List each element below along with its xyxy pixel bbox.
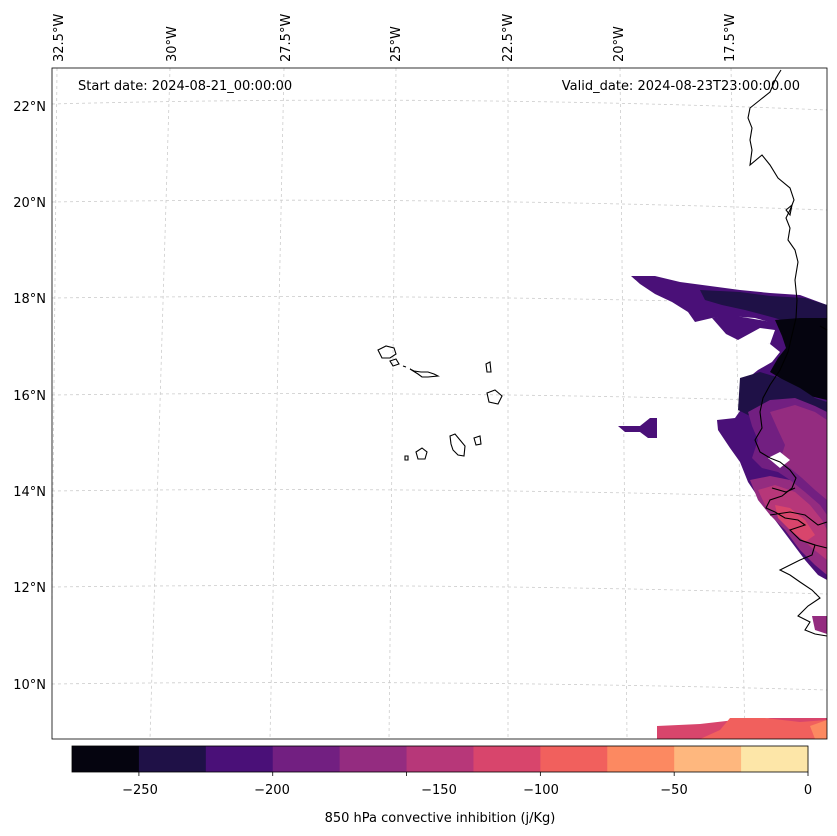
contour-salmon [775, 505, 815, 542]
island-santo-antao [377, 345, 397, 359]
lat-label-22n: 22°N [13, 100, 46, 115]
lat-label-20n: 20°N [13, 196, 46, 211]
colorbar-segment [205, 746, 274, 772]
cin-contours [618, 276, 827, 739]
map-frame [51, 67, 828, 740]
colorbar: −150 −250 −200 −100 −50 0 850 hPa convec… [71, 745, 812, 826]
island-santa-luzia [402, 365, 407, 368]
cabo-verde-islands [377, 345, 503, 461]
island-sao-nicolau [409, 368, 440, 378]
african-coastline [747, 69, 828, 637]
colorbar-segment [473, 746, 541, 772]
colorbar-segment [406, 746, 474, 772]
colorbar-segment [540, 746, 608, 772]
valid-date-label: Valid_date: 2024-08-23T23:00:00.00 [562, 79, 800, 94]
island-fogo [415, 447, 428, 460]
colorbar-segment [72, 746, 140, 772]
contour-south-strip-light [810, 720, 827, 739]
contour-magenta [770, 405, 827, 500]
island-santiago [449, 433, 466, 457]
island-maio [473, 435, 482, 446]
contour-coastal-dark [770, 318, 827, 400]
contour-cutout [738, 328, 775, 344]
island-sao-vicente [389, 358, 400, 367]
cb-tick-label-minus-100: −100 [523, 783, 559, 798]
cb-tick-label-minus-250: −250 [122, 783, 158, 798]
colorbar-segment [607, 746, 675, 772]
lat-label-16n: 16°N [13, 389, 46, 404]
lon-label-30w: 30°W [165, 26, 180, 62]
contour-small-southeast [812, 616, 827, 634]
lon-label-22-5w: 22.5°W [501, 14, 516, 62]
graticule [51, 67, 828, 740]
colorbar-segments [72, 746, 809, 772]
cb-tick-label-minus-200: −200 [254, 783, 290, 798]
cb-tick-label-0: 0 [804, 783, 812, 798]
island-sal [485, 361, 492, 373]
colorbar-frame [71, 745, 809, 773]
colorbar-segment [339, 746, 408, 772]
map-area [52, 68, 827, 739]
contour-south-strip-top [700, 718, 827, 739]
lat-label-10n: 10°N [13, 678, 46, 693]
lat-label-14n: 14°N [13, 485, 46, 500]
colorbar-label: 850 hPa convective inhibition (j/Kg) [325, 811, 556, 826]
colorbar-segment [674, 746, 742, 772]
island-brava [404, 455, 409, 461]
lon-label-32-5w: 32.5°W [52, 14, 67, 62]
colorbar-segment [741, 746, 809, 772]
lon-label-20w: 20°W [612, 26, 627, 62]
start-date-label: Start date: 2024-08-21_00:00:00 [78, 79, 292, 94]
cb-tick-label-minus-150: −150 [421, 783, 457, 798]
lon-label-27-5w: 27.5°W [279, 14, 294, 62]
colorbar-ticks [138, 772, 809, 776]
island-boa-vista [486, 389, 503, 405]
contour-hole [768, 452, 790, 468]
lon-label-25w: 25°W [389, 26, 404, 62]
colorbar-segment [272, 746, 341, 772]
cb-tick-label-minus-50: −50 [660, 783, 687, 798]
colorbar-segment [138, 746, 207, 772]
lat-label-12n: 12°N [13, 581, 46, 596]
lat-label-18n: 18°N [13, 292, 46, 307]
coastlines [747, 69, 828, 637]
contour-small-east [618, 418, 657, 438]
lon-label-17-5w: 17.5°W [723, 14, 738, 62]
